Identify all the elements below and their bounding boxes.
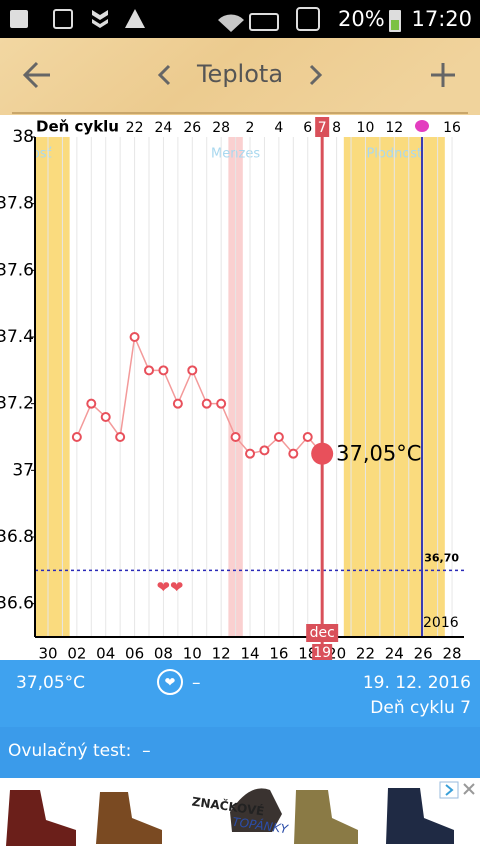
toolbar: [0, 38, 480, 115]
point: [129, 332, 140, 342]
x-tick-label: 24: [385, 645, 404, 663]
value-label: 37,05°C: [336, 442, 421, 466]
y-tick-label: 37.2: [0, 394, 34, 414]
threshold-label: 36,70: [424, 551, 459, 564]
point: [86, 398, 97, 409]
cycle-day-label: 28: [212, 120, 230, 136]
x-tick-label: 30: [38, 645, 57, 663]
cycle-day-label: 22: [126, 120, 144, 136]
cycle-day-label: 4: [274, 120, 283, 136]
cycle-day-label: 8: [332, 120, 341, 136]
x-tick-label: 10: [183, 645, 202, 663]
cycle-day-label: 26: [183, 120, 201, 136]
x-tick-label: 08: [154, 645, 173, 663]
point: [100, 412, 111, 422]
y-tick-label: 37.6: [0, 260, 34, 280]
info-panel: [0, 660, 480, 727]
point: [71, 432, 82, 442]
status-icons: [10, 7, 401, 32]
x-tick-label: 06: [125, 645, 144, 663]
phase-band: [35, 137, 70, 637]
selected-month-box: [306, 624, 339, 642]
y-tick-label: 38: [12, 127, 34, 147]
y-tick-label: 37.8: [0, 194, 34, 214]
cycle-day-highlight: [315, 117, 330, 137]
info-temperature: 37,05°C: [16, 673, 85, 693]
next-button[interactable]: [309, 64, 323, 86]
point: [288, 448, 299, 459]
x-tick-label: 28: [442, 645, 461, 663]
heart-button[interactable]: [157, 669, 183, 695]
point: [259, 445, 270, 456]
x-tick-label: 16: [269, 645, 288, 663]
prev-button[interactable]: [157, 64, 171, 86]
cycle-day-label: 12: [385, 120, 403, 136]
selected-day-box: [312, 644, 333, 660]
selected-point: [311, 442, 334, 465]
heart-icon: ❤: [165, 676, 176, 691]
info-date: 19. 12. 2016: [363, 673, 471, 693]
battery-level: 20%: [338, 7, 385, 31]
year-label: 2016: [423, 615, 459, 631]
back-button[interactable]: [22, 61, 50, 89]
cycle-day-label: 24: [155, 120, 173, 136]
add-button[interactable]: [431, 63, 455, 87]
selected-month: dec: [310, 625, 335, 641]
point: [230, 432, 241, 442]
y-tick-label: 36.6: [0, 594, 34, 614]
point: [201, 398, 212, 409]
point: [216, 398, 227, 409]
info-cycle-day: Deň cyklu 7: [370, 698, 471, 718]
point: [273, 432, 284, 442]
toolbar-title: Teplota: [196, 60, 283, 88]
point: [187, 365, 198, 376]
cycle-day-label: 6: [303, 120, 312, 136]
point: [158, 365, 169, 376]
x-tick-label: 04: [96, 645, 115, 663]
selected-day: 19: [313, 645, 331, 661]
point: [245, 448, 256, 459]
point: [302, 432, 313, 442]
ovulation-test: Ovulačný test: –: [8, 741, 151, 761]
phase-label: Plodnosť: [0, 147, 52, 162]
x-tick-label: 22: [356, 645, 375, 663]
cycle-day-label: 10: [357, 120, 375, 136]
ad-banner[interactable]: ZNAČKOVÉ TOPÁNKY: [0, 778, 480, 854]
point: [115, 432, 126, 442]
x-tick-label: 12: [212, 645, 231, 663]
y-tick-label: 36.8: [0, 527, 34, 547]
intercourse-icon: ❤❤: [157, 578, 184, 597]
x-tick-label: 14: [240, 645, 259, 663]
cycle-row-label: Deň cyklu: [36, 118, 119, 136]
cycle-day-label: 2: [246, 120, 255, 136]
x-tick-label: 02: [67, 645, 86, 663]
point: [172, 398, 183, 409]
cycle-day-label: 16: [443, 120, 461, 136]
ovulation-icon: [415, 120, 429, 132]
x-tick-label: 26: [414, 645, 433, 663]
y-tick-label: 37: [12, 460, 34, 480]
clock: 17:20: [411, 7, 472, 31]
point: [144, 365, 155, 376]
cycle-day-label: 7: [318, 120, 327, 136]
ovulation-panel: [0, 727, 480, 778]
y-tick-label: 37.4: [0, 327, 34, 347]
info-note: –: [192, 673, 201, 693]
